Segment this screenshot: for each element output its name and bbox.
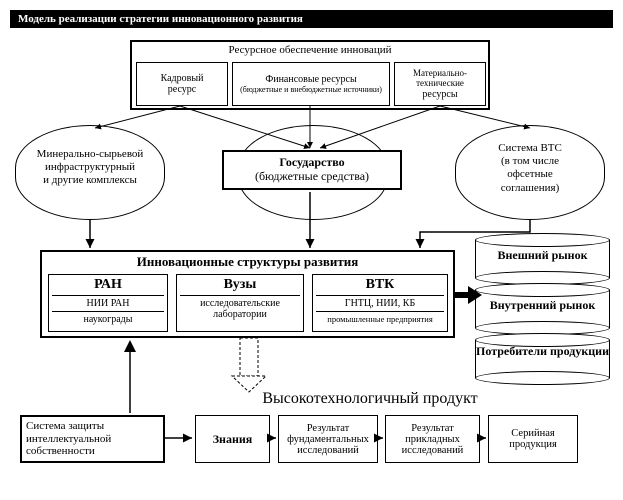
page-title: Модель реализации стратегии инновационно…: [10, 10, 613, 28]
cyl-external-market: Внешний рынок: [475, 240, 610, 278]
source-right-label: Система ВТС (в том числе офсетные соглаш…: [455, 142, 605, 195]
innov-vuz: Вузы исследовательские лаборатории: [176, 274, 304, 332]
innov-heading: Инновационные структуры развития: [40, 254, 455, 270]
resource-mat: Материально-технические ресурсы: [394, 62, 486, 106]
resource-1-t2: (бюджетные и внебюджетные источники): [240, 85, 382, 94]
ip-text: Система защиты интеллектуальной собствен…: [22, 420, 163, 458]
gov-t2: (бюджетные средства): [255, 170, 369, 184]
innov-0-h: РАН: [52, 277, 164, 293]
source-left-label: Минерально-сырьевой инфраструктурный и д…: [15, 148, 165, 188]
innov-1-l2: лаборатории: [180, 309, 300, 320]
product-title: Высокотехнологичный продукт: [200, 390, 540, 408]
cyl-internal-market: Внутренний рынок: [475, 290, 610, 328]
output-fundamental: Результат фундаментальных исследований: [278, 415, 378, 463]
resource-0-t1: Кадровый: [161, 73, 204, 85]
resource-0-t2: ресурс: [168, 84, 196, 96]
output-knowledge: Знания: [195, 415, 270, 463]
gov-t1: Государство: [279, 156, 344, 170]
out1: Знания: [199, 432, 266, 447]
output-serial: Серийная продукция: [488, 415, 578, 463]
out4: Серийная продукция: [492, 428, 574, 450]
innov-2-l2: промышленные предприятия: [316, 314, 444, 324]
out3: Результат прикладных исследований: [389, 423, 476, 456]
innov-ran: РАН НИИ РАН наукограды: [48, 274, 168, 332]
resource-kadr: Кадровый ресурс: [136, 62, 228, 106]
resource-2-t2: ресурсы: [422, 89, 457, 101]
innov-0-l1: НИИ РАН: [52, 298, 164, 309]
out2: Результат фундаментальных исследований: [282, 423, 374, 456]
cyl3-label: Потребители продукции: [476, 344, 609, 358]
cyl2-label: Внутренний рынок: [490, 298, 596, 312]
innov-0-l2: наукограды: [52, 314, 164, 325]
innov-1-h: Вузы: [180, 277, 300, 293]
resource-2-t1: Материально-технические: [395, 68, 485, 89]
resources-heading: Ресурсное обеспечение инноваций: [130, 44, 490, 56]
resource-fin: Финансовые ресурсы (бюджетные и внебюдже…: [232, 62, 390, 106]
output-applied: Результат прикладных исследований: [385, 415, 480, 463]
innov-2-l1: ГНТЦ, НИИ, КБ: [316, 298, 444, 309]
cyl1-label: Внешний рынок: [498, 248, 588, 262]
innov-vtk: ВТК ГНТЦ, НИИ, КБ промышленные предприят…: [312, 274, 448, 332]
ip-protection-box: Система защиты интеллектуальной собствен…: [20, 415, 165, 463]
innov-2-h: ВТК: [316, 277, 444, 293]
innov-1-l1: исследовательские: [180, 298, 300, 309]
source-center-box: Государство (бюджетные средства): [222, 150, 402, 190]
resource-1-t1: Финансовые ресурсы: [265, 74, 356, 86]
cyl-consumers: Потребители продукции: [475, 340, 610, 378]
